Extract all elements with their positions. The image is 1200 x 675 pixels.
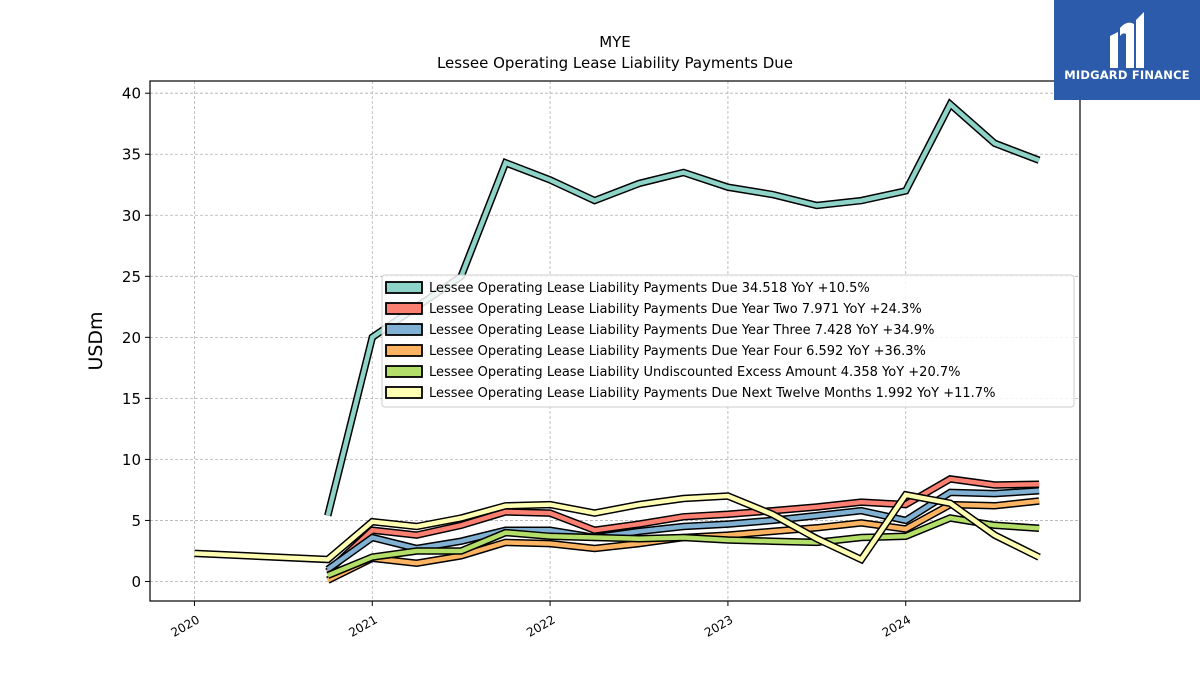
series-line [194, 492, 1041, 563]
x-tick-label: 2021 [346, 612, 379, 639]
series-line [326, 515, 1040, 578]
x-tick-label: 2024 [880, 612, 913, 639]
legend-swatch [385, 323, 423, 336]
legend-swatch [385, 344, 423, 357]
midgard-logo-icon [1110, 12, 1144, 68]
y-tick-label: 25 [122, 268, 141, 286]
chart-title-line1: MYE [599, 33, 631, 51]
legend-frame [381, 274, 1075, 408]
y-tick-label: 0 [131, 573, 141, 591]
legend-entry: Lessee Operating Lease Liability Payment… [429, 386, 995, 401]
y-tick-label: 30 [122, 207, 141, 225]
y-axis-label: USDm [85, 311, 107, 370]
x-tick-label: 2020 [169, 612, 202, 639]
y-tick-label: 15 [122, 390, 141, 408]
legend-entry: Lessee Operating Lease Liability Payment… [429, 302, 922, 317]
y-tick-label: 35 [122, 146, 141, 164]
series-3 [325, 487, 1040, 573]
legend-swatch [385, 365, 423, 378]
legend: Lessee Operating Lease Liability Payment… [381, 274, 1075, 408]
brand-logo: MIDGARD FINANCE [1054, 0, 1200, 100]
brand-name: MIDGARD FINANCE [1064, 68, 1190, 82]
y-tick-label: 10 [122, 451, 141, 469]
legend-swatch [385, 281, 423, 294]
y-tick-label: 5 [131, 512, 141, 530]
series-5 [326, 514, 1040, 579]
x-tick-label: 2023 [702, 612, 735, 639]
plot-frame [149, 80, 1081, 602]
series-line [326, 488, 1040, 572]
legend-swatch [385, 386, 423, 399]
legend-entry: Lessee Operating Lease Liability Payment… [429, 281, 870, 296]
legend-swatch [385, 302, 423, 315]
x-tick-label: 2022 [524, 612, 557, 639]
y-tick-label: 20 [122, 329, 141, 347]
chart-title-line2: Lessee Operating Lease Liability Payment… [437, 54, 793, 72]
series-6 [194, 490, 1041, 565]
legend-entry: Lessee Operating Lease Liability Undisco… [429, 365, 960, 380]
y-tick-label: 40 [122, 85, 141, 103]
legend-entry: Lessee Operating Lease Liability Payment… [429, 344, 926, 359]
legend-entry: Lessee Operating Lease Liability Payment… [429, 323, 935, 338]
